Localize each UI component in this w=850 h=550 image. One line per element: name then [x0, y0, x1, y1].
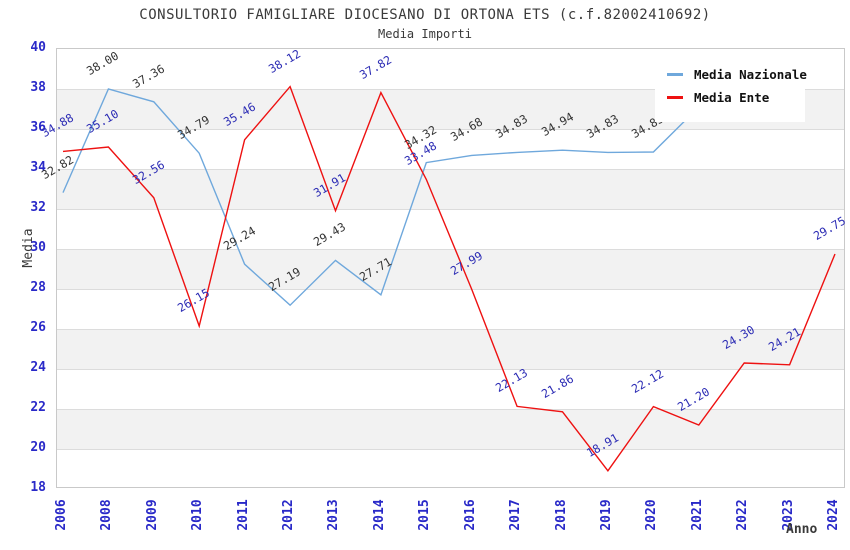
series-line-media-ente: [62, 85, 836, 472]
gridline: [57, 129, 844, 130]
y-tick-label: 40: [30, 40, 46, 55]
x-tick-label: 2020: [644, 499, 660, 531]
gridline: [57, 449, 844, 450]
y-tick-label: 34: [30, 160, 46, 175]
x-tick-label: 2014: [371, 499, 387, 531]
x-tick-label: 2018: [553, 499, 569, 531]
gridline: [57, 209, 844, 210]
x-tick-label: 2009: [144, 499, 160, 531]
x-tick-label: 2024: [826, 499, 841, 531]
x-tick-label: 2010: [190, 499, 206, 531]
x-axis-title: Anno: [786, 522, 818, 537]
x-tick-label: 2008: [99, 499, 115, 531]
y-tick-label: 36: [30, 120, 46, 135]
chart-title: CONSULTORIO FAMIGLIARE DIOCESANO DI ORTO…: [139, 7, 711, 23]
gridline: [57, 249, 844, 250]
x-tick-label: 2012: [281, 499, 297, 531]
plot-band: [57, 169, 844, 209]
gridline: [57, 289, 844, 290]
plot-band: [57, 249, 844, 289]
gridline: [57, 369, 844, 370]
y-tick-label: 18: [30, 480, 46, 495]
x-tick-label: 2011: [235, 499, 251, 531]
gridline: [57, 89, 844, 90]
y-tick-label: 20: [30, 440, 46, 455]
gridline: [57, 169, 844, 170]
x-tick-label: 2017: [508, 499, 524, 531]
x-tick-label: 2022: [735, 499, 751, 531]
legend-item-label: Media Ente: [694, 90, 770, 105]
legend-item-label: Media Nazionale: [694, 67, 807, 82]
x-tick-label: 2006: [54, 499, 69, 531]
legend-swatch-icon: [667, 96, 683, 99]
series-lines: [62, 85, 836, 472]
chart-subtitle: Media Importi: [378, 27, 472, 41]
x-tick-label: 2019: [598, 499, 614, 531]
y-tick-label: 26: [30, 320, 46, 335]
legend: Media Nazionale Media Ente: [655, 56, 807, 122]
gridline: [57, 329, 844, 330]
legend-item: Media Nazionale: [667, 67, 807, 82]
x-tick-label: 2021: [689, 499, 705, 531]
x-tick-label: 2015: [417, 499, 433, 531]
legend-swatch-icon: [667, 73, 683, 76]
y-tick-label: 24: [30, 360, 46, 375]
y-tick-label: 30: [30, 240, 46, 255]
x-tick-label: 2013: [326, 499, 342, 531]
y-tick-label: 32: [30, 200, 46, 215]
plot-band: [57, 409, 844, 449]
y-tick-label: 28: [30, 280, 46, 295]
y-tick-label: 22: [30, 400, 46, 415]
plot-band: [57, 329, 844, 369]
series-line-media-nazionale: [62, 88, 790, 307]
legend-item: Media Ente: [667, 90, 795, 105]
y-tick-label: 38: [30, 80, 46, 95]
x-tick-label: 2016: [462, 499, 478, 531]
gridline: [57, 409, 844, 410]
